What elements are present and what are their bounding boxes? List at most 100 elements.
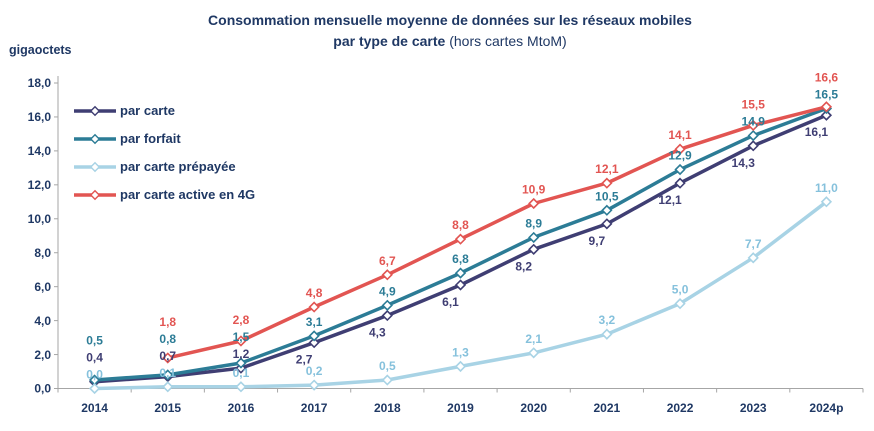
data-point-par-forfait-2021: [601, 204, 613, 216]
data-point-par-carte-2020: [528, 243, 540, 255]
data-point-par-forfait-2020: [528, 231, 540, 244]
legend-item-par-forfait: par forfait: [73, 129, 255, 148]
series-line-par-carte-active-en-4g: [166, 105, 829, 360]
data-point-par-carte-prepayee-2014: [88, 382, 101, 395]
data-label-par-carte-active-en-4g-2015: 1,8: [159, 315, 176, 329]
data-point-par-carte-prepayee-2021: [601, 328, 613, 340]
x-category-label-2022: 2022: [667, 401, 694, 415]
data-label-par-carte-active-en-4g-2018: 6,7: [379, 254, 396, 268]
data-point-par-carte-prepayee-2022: [674, 298, 686, 310]
data-label-par-carte-2021: 9,7: [589, 234, 606, 248]
data-point-par-carte-prepayee-2015: [162, 381, 174, 393]
data-label-par-carte-active-en-4g-2016: 2,8: [233, 313, 250, 327]
data-point-par-carte-prepayee-2017: [308, 379, 320, 391]
x-category-label-2018: 2018: [374, 401, 401, 415]
data-point-par-carte-active-en-4g-2020: [528, 197, 540, 210]
chart-title-line2-suffix: (hors cartes MtoM): [445, 33, 567, 49]
data-point-par-carte-2018: [381, 309, 393, 322]
data-label-par-forfait-2020: 8,9: [525, 216, 542, 230]
legend-marker-icon: [74, 161, 116, 172]
data-point-par-carte-prepayee-2016: [235, 381, 247, 393]
data-point-par-forfait-2017: [308, 330, 320, 342]
data-label-par-carte-active-en-4g-2021: 12,1: [595, 162, 619, 176]
x-category-label-2023: 2023: [740, 401, 767, 415]
data-point-par-carte-2021: [601, 218, 613, 230]
data-label-par-carte-active-en-4g-2019: 8,8: [452, 218, 469, 232]
data-label-par-forfait-2018: 4,9: [379, 284, 396, 298]
data-label-par-carte-prepayee-2020: 2,1: [525, 332, 542, 346]
legend-label-par-carte-active-en-4g: par carte active en 4G: [120, 187, 256, 202]
data-label-par-carte-prepayee-2022: 5,0: [672, 283, 689, 297]
data-point-par-carte-2023: [747, 140, 759, 152]
data-label-par-carte-prepayee-2017: 0,2: [306, 364, 323, 378]
data-label-par-carte-active-en-4g-2022: 14,1: [668, 128, 692, 142]
data-point-par-forfait-2015: [162, 369, 174, 381]
data-label-par-carte-2015: 0,7: [159, 349, 176, 363]
x-category-label-2019: 2019: [447, 401, 474, 415]
data-label-par-carte-prepayee-2023: 7,7: [745, 237, 762, 251]
data-point-par-forfait-2022: [674, 163, 686, 176]
y-tick-label: 2,0: [34, 348, 51, 362]
series-line-par-carte: [92, 113, 829, 384]
y-axis-unit-label: gigaoctets: [9, 43, 72, 57]
data-label-par-carte-active-en-4g-2017: 4,8: [306, 286, 323, 300]
data-point-par-carte-active-en-4g-2021: [601, 177, 613, 189]
data-label-par-carte-2023: 14,3: [732, 156, 756, 170]
data-point-par-forfait-2019: [454, 267, 467, 279]
data-point-par-carte-2024p: [820, 109, 833, 121]
data-point-par-carte-prepayee-2018: [381, 374, 393, 386]
data-point-par-carte-active-en-4g-2024p: [820, 101, 833, 113]
y-tick-label: 0,0: [34, 382, 51, 396]
data-label-par-carte-active-en-4g-2020: 10,9: [522, 183, 546, 197]
chart-title-line2-bold: par type de carte: [333, 33, 446, 49]
data-label-par-forfait-2023: 14,9: [742, 115, 766, 129]
data-label-par-forfait-2022: 12,9: [668, 149, 692, 163]
y-tick-label: 6,0: [34, 280, 51, 294]
data-point-par-carte-active-en-4g-2022: [674, 143, 686, 155]
data-point-par-carte-prepayee-2019: [454, 360, 467, 373]
data-point-par-carte-prepayee-2024p: [820, 196, 833, 208]
chart-title: Consommation mensuelle moyenne de donnée…: [30, 10, 870, 52]
data-label-par-carte-2016: 1,2: [233, 347, 250, 361]
data-point-par-carte-2017: [308, 337, 320, 349]
x-category-label-2021: 2021: [594, 401, 621, 415]
chart-title-line1: Consommation mensuelle moyenne de donnée…: [208, 12, 692, 28]
x-category-label-2015: 2015: [154, 401, 181, 415]
legend-label-par-forfait: par forfait: [120, 131, 181, 146]
data-point-par-carte-2022: [674, 177, 686, 189]
data-point-par-forfait-2023: [747, 129, 759, 142]
data-label-par-carte-prepayee-2019: 1,3: [452, 345, 469, 359]
data-point-par-forfait-2018: [381, 299, 393, 311]
data-point-par-carte-prepayee-2023: [747, 252, 759, 264]
data-label-par-carte-prepayee-2018: 0,5: [379, 359, 396, 373]
legend-item-par-carte-prepayee: par carte prépayée: [73, 157, 255, 176]
data-point-par-carte-active-en-4g-2018: [381, 269, 393, 281]
data-point-par-carte-active-en-4g-2017: [308, 301, 320, 313]
data-label-par-carte-2014: 0,4: [86, 351, 103, 365]
legend-marker-icon: [74, 105, 116, 116]
data-point-par-carte-active-en-4g-2023: [747, 119, 759, 132]
data-point-par-forfait-2016: [235, 357, 247, 369]
data-label-par-carte-prepayee-2016: 0,1: [233, 366, 250, 380]
data-point-par-carte-active-en-4g-2016: [235, 335, 247, 347]
data-label-par-forfait-2019: 6,8: [452, 252, 469, 266]
data-label-par-forfait-2021: 10,5: [595, 189, 619, 203]
data-label-par-carte-prepayee-2024p: 11,0: [815, 181, 838, 195]
x-category-label-2014: 2014: [81, 401, 108, 415]
data-label-par-carte-prepayee-2014: 0,0: [86, 368, 103, 382]
y-tick-label: 18,0: [28, 76, 52, 90]
data-label-par-carte-2017: 2,7: [296, 353, 313, 367]
legend-item-par-carte-active-en-4g: par carte active en 4G: [73, 185, 255, 204]
y-tick-label: 10,0: [28, 212, 52, 226]
x-category-label-2024p: 2024p: [809, 401, 843, 415]
data-label-par-carte-2020: 8,2: [515, 259, 532, 273]
y-tick-label: 12,0: [28, 178, 52, 192]
data-label-par-forfait-2014: 0,5: [86, 334, 103, 348]
data-label-par-forfait-2015: 0,8: [159, 332, 176, 346]
data-label-par-carte-2019: 6,1: [442, 295, 459, 309]
data-point-par-carte-2019: [454, 279, 467, 291]
x-category-label-2016: 2016: [228, 401, 255, 415]
data-label-par-carte-active-en-4g-2024p: 16,6: [815, 70, 839, 84]
data-point-par-carte-active-en-4g-2015: [162, 352, 174, 364]
